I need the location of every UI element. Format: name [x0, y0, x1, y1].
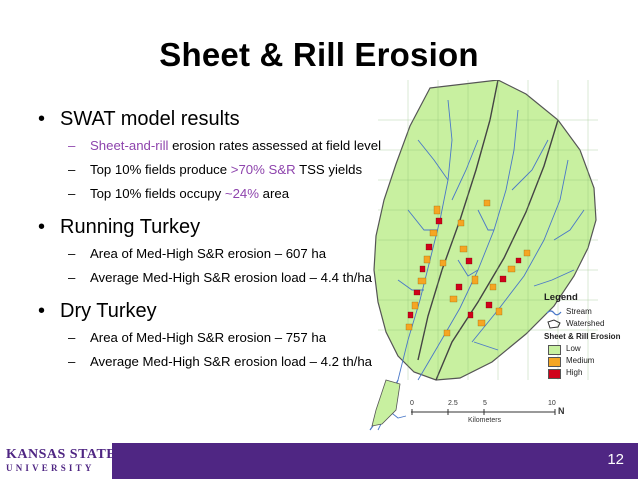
sub-bullet: – Area of Med-High S&R erosion – 757 ha [68, 330, 327, 345]
legend-class-medium: Medium [544, 355, 620, 367]
legend-class-low: Low [544, 343, 620, 355]
outlet-area [371, 379, 401, 427]
legend-medium-label: Medium [566, 356, 595, 365]
bullet-running-turkey-text: Running Turkey [60, 216, 201, 238]
bullet-list: • SWAT model results – Sheet-and-rill eros… [38, 104, 418, 374]
bullet-dry-turkey-text: Dry Turkey [60, 300, 157, 322]
low-swatch-icon [548, 345, 561, 355]
sub-bullet: – Top 10% fields occupy ~24% area [68, 186, 290, 201]
legend-high-label: High [566, 368, 583, 377]
high-swatch-icon [548, 369, 561, 379]
legend-subtitle: Sheet & Rill Erosion [544, 332, 621, 341]
north-arrow-icon: N [558, 406, 565, 416]
logo-bottom-text: UNIVERSITY [6, 463, 95, 473]
legend-low-label: Low [566, 344, 581, 353]
legend-watershed-label: Watershed [566, 319, 605, 328]
kansas-state-logo: KANSAS STATE UNIVERSITY [0, 443, 116, 479]
medium-erosion-fields [405, 199, 531, 337]
legend-title: Legend [544, 292, 578, 303]
scale-tick-2: 5 [483, 400, 487, 407]
legend-stream-label: Stream [566, 307, 592, 316]
bullet-dot-icon: • [38, 108, 46, 130]
page-number: 12 [607, 451, 624, 468]
medium-swatch-icon [548, 357, 561, 367]
bullet-running-turkey: • Running Turkey [38, 212, 418, 242]
logo-top-text: KANSAS STATE [6, 447, 117, 462]
slide-title: Sheet & Rill Erosion [159, 36, 479, 73]
sub-bullet: – Top 10% fields produce >70% S&R TSS yie… [68, 162, 363, 177]
scale-bar: 0 2.5 5 10 Kilometers N [408, 400, 568, 430]
bullet-dot-icon: • [38, 216, 46, 238]
bullet-dry-turkey: • Dry Turkey [38, 296, 418, 326]
bullet-swat: • SWAT model results [38, 104, 418, 134]
high-erosion-fields [407, 217, 522, 319]
footer-bar: KANSAS STATE UNIVERSITY 12 [0, 443, 638, 479]
watershed-map [369, 80, 598, 431]
sub-bullet: – Area of Med-High S&R erosion – 607 ha [68, 246, 327, 261]
watershed-symbol-icon [547, 319, 561, 329]
scale-tick-0: 0 [410, 400, 414, 407]
watershed-divide-2 [435, 119, 559, 381]
legend-watershed: Watershed [544, 318, 620, 330]
bullet-dot-icon: • [38, 300, 46, 322]
scale-bar-line [411, 409, 556, 415]
stream-symbol-icon [546, 310, 562, 316]
sub-bullet: – Average Med-High S&R erosion load – 4.2… [68, 354, 372, 369]
sub-bullet: – Sheet-and-rill erosion rates assessed a… [68, 138, 382, 153]
legend-class-high: High [544, 367, 620, 379]
legend-stream: Stream [544, 306, 620, 318]
scale-tick-1: 2.5 [448, 400, 458, 407]
map-legend: Legend Stream Watershed Sheet & Rill Ero… [544, 292, 620, 379]
sub-bullet: – Average Med-High S&R erosion load – 4.4… [68, 270, 372, 285]
scale-tick-3: 10 [548, 400, 556, 407]
scale-unit-label: Kilometers [468, 417, 502, 424]
bullet-swat-text: SWAT model results [60, 108, 240, 130]
